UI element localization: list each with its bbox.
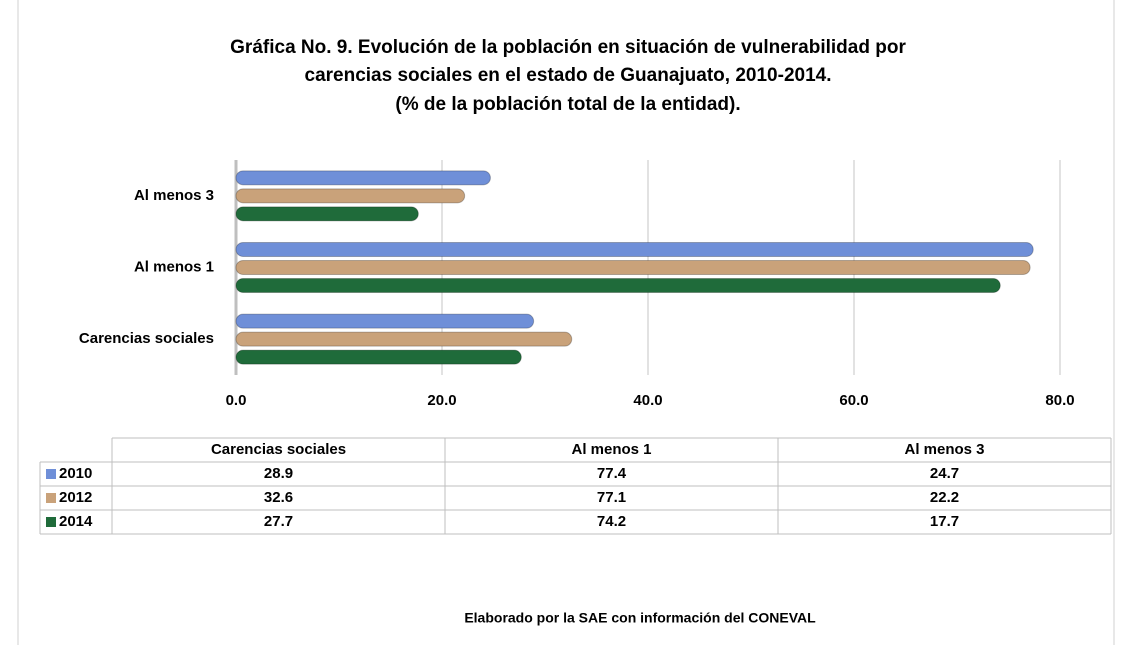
- bar: [235, 206, 419, 222]
- x-tick-label: 80.0: [1045, 392, 1074, 409]
- bar: [235, 331, 573, 347]
- bar: [235, 349, 522, 365]
- y-tick-label: Al menos 1: [134, 258, 214, 275]
- bar: [235, 242, 1034, 257]
- y-tick-label: Carencias sociales: [79, 330, 214, 347]
- table-value: 24.7: [930, 465, 959, 482]
- table-value: 77.4: [597, 465, 627, 482]
- chart-title: carencias sociales en el estado de Guana…: [305, 65, 832, 86]
- source: Elaborado por la SAE con información del…: [464, 610, 816, 626]
- table-value: 32.6: [264, 489, 293, 506]
- table-header: Carencias sociales: [211, 441, 346, 458]
- table-value: 22.2: [930, 489, 959, 506]
- table-value: 77.1: [597, 489, 626, 506]
- bar: [235, 188, 466, 204]
- table-value: 28.9: [264, 465, 293, 482]
- table-value: 27.7: [264, 513, 293, 530]
- bar: [235, 260, 1031, 275]
- x-tick-label: 0.0: [226, 392, 247, 409]
- legend-swatch: [46, 517, 56, 527]
- table-value: 17.7: [930, 513, 959, 530]
- x-tick-label: 60.0: [839, 392, 868, 409]
- y-tick-label: Al menos 3: [134, 187, 214, 204]
- bar: [235, 278, 1001, 293]
- legend-label: 2012: [59, 489, 92, 506]
- table-header: Al menos 3: [904, 441, 984, 458]
- chart-title: Gráfica No. 9. Evolución de la población…: [230, 37, 906, 58]
- legend-swatch: [46, 469, 56, 479]
- bar: [235, 170, 491, 186]
- legend-swatch: [46, 493, 56, 503]
- legend-label: 2014: [59, 513, 93, 530]
- table-header: Al menos 1: [571, 441, 651, 458]
- bar: [235, 313, 535, 329]
- x-tick-label: 40.0: [633, 392, 662, 409]
- chart-title: (% de la población total de la entidad).: [395, 94, 740, 115]
- x-tick-label: 20.0: [427, 392, 456, 409]
- legend-label: 2010: [59, 465, 92, 482]
- table-value: 74.2: [597, 513, 626, 530]
